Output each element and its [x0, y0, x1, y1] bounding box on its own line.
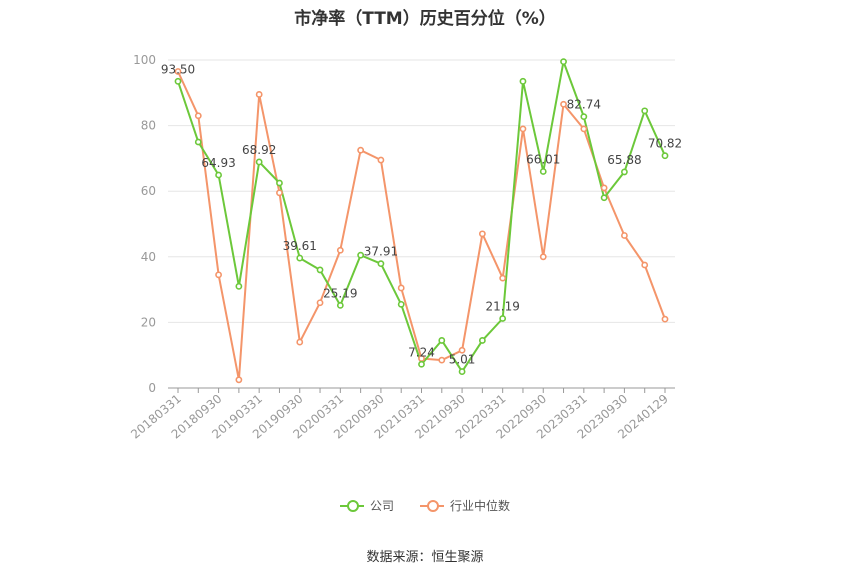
data-label: 65.88 [607, 153, 641, 167]
data-point-company [397, 300, 405, 308]
y-axis: 0 20 40 60 80 100 [133, 53, 156, 395]
data-point-industry-median [539, 253, 547, 261]
data-point-industry-median [397, 284, 405, 292]
data-point-company [215, 171, 222, 179]
data-point-industry-median [519, 125, 527, 133]
data-label: 37.91 [364, 245, 398, 259]
data-label: 93.50 [161, 62, 195, 76]
data-point-company [418, 360, 425, 368]
data-point-industry-median [194, 112, 202, 120]
data-point-company [316, 266, 324, 274]
grid-lines [168, 59, 675, 323]
data-point-company [600, 194, 608, 202]
data-point-industry-median [276, 189, 283, 197]
data-point-company [377, 260, 385, 268]
data-point-company [580, 113, 588, 121]
legend-item-industry-median[interactable]: 行业中位数 [420, 497, 510, 514]
data-label: 25.19 [323, 286, 357, 300]
data-point-company [661, 152, 669, 160]
data-point-industry-median [215, 271, 222, 279]
data-point-industry-median [296, 338, 304, 346]
data-point-company [336, 301, 344, 309]
data-point-industry-median [438, 356, 446, 364]
data-label: 39.61 [283, 239, 317, 253]
y-tick-label: 40 [141, 250, 156, 264]
legend-item-company[interactable]: 公司 [339, 497, 394, 514]
data-point-industry-median [661, 315, 669, 323]
data-point-company [560, 58, 567, 66]
data-point-company [621, 168, 628, 176]
data-point-industry-median [641, 261, 649, 269]
data-point-industry-median [600, 184, 608, 192]
source-note: 数据来源：恒生聚源 [366, 550, 484, 565]
data-point-industry-median [560, 100, 567, 108]
y-tick-label: 60 [141, 184, 156, 198]
data-point-industry-median [316, 299, 324, 307]
data-point-company [235, 282, 243, 290]
data-label: 66.01 [526, 152, 560, 166]
data-label: 64.93 [201, 156, 235, 170]
data-point-industry-median [621, 232, 628, 239]
legend-label-company: 公司 [369, 499, 394, 513]
y-tick-label: 0 [148, 381, 156, 395]
legend-label-industry-median: 行业中位数 [450, 499, 511, 513]
data-label: 5.01 [449, 353, 476, 367]
data-point-company [499, 315, 507, 322]
data-point-industry-median [580, 125, 588, 133]
x-axis: 2018033120180930201903312019093020200331… [128, 387, 675, 442]
data-point-company [255, 158, 263, 166]
data-label: 68.92 [242, 143, 276, 157]
data-point-company [357, 251, 365, 259]
data-point-industry-median [174, 68, 182, 75]
legend-marker-company [339, 499, 364, 512]
data-point-industry-median [458, 346, 466, 354]
data-labels: 93.50 64.93 68.92 39.61 25.19 37.91 7.24 5.01 21… [161, 62, 682, 366]
data-point-company [458, 368, 466, 375]
series-points [174, 58, 669, 384]
data-point-company [641, 107, 649, 115]
y-tick-label: 80 [141, 119, 156, 133]
data-label: 21.19 [485, 299, 519, 313]
data-point-company [194, 138, 202, 146]
data-point-company [539, 168, 547, 175]
data-point-company [174, 77, 182, 85]
data-point-industry-median [357, 146, 365, 154]
data-point-industry-median [377, 156, 385, 164]
data-point-company [296, 254, 304, 262]
series-line-industry-median [177, 71, 666, 381]
legend: 公司 行业中位数 [0, 497, 850, 514]
legend-marker-industry-median [420, 499, 444, 512]
chart-title: 市净率（TTM）历史百分位（%） [294, 9, 556, 29]
data-label: 70.82 [648, 137, 682, 151]
data-point-industry-median [255, 91, 263, 98]
data-point-industry-median [336, 246, 344, 254]
y-tick-label: 100 [133, 53, 156, 67]
y-tick-label: 20 [141, 315, 156, 329]
data-point-company [438, 337, 446, 344]
data-point-company [478, 337, 486, 344]
data-point-company [276, 179, 283, 187]
data-point-company [519, 77, 527, 85]
data-point-industry-median [478, 230, 486, 238]
data-label: 7.24 [408, 345, 435, 359]
data-label: 82.74 [567, 98, 601, 112]
data-point-industry-median [499, 274, 507, 282]
data-point-industry-median [235, 376, 243, 384]
